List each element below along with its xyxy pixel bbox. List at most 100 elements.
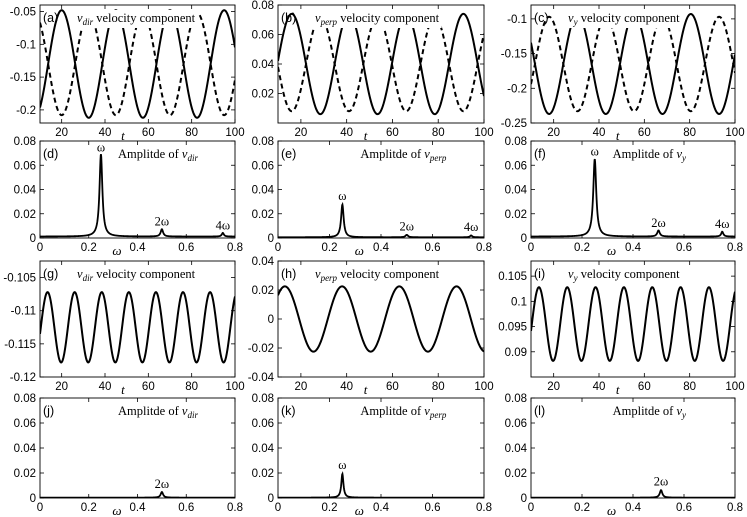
x-tick-label: 100	[225, 127, 244, 139]
x-tick-label: 40	[99, 127, 112, 139]
x-tick-label: 0.4	[130, 242, 147, 254]
series-solid-line	[40, 9, 235, 119]
x-tick-label: 0.6	[178, 242, 194, 254]
x-axis-label: ω	[607, 503, 616, 517]
y-tick-label: -0.105	[3, 273, 36, 285]
y-tick-label: 0	[268, 314, 274, 326]
title-subscript: dir	[83, 17, 94, 27]
y-tick-label: -0.05	[10, 7, 36, 19]
y-tick-label: 0.02	[252, 209, 274, 221]
panel-title: Amplitde of vdir	[118, 147, 198, 163]
panel-label: (g)	[43, 267, 58, 281]
x-axis-label: t	[364, 128, 368, 143]
title-variable: v	[182, 404, 188, 418]
x-tick-label: 0.8	[227, 502, 243, 514]
y-tick-label: 0.04	[505, 185, 528, 197]
panel-title: vperp velocity component	[315, 267, 440, 283]
series-solid-line	[278, 285, 484, 353]
y-tick-label: 0.08	[252, 0, 274, 12]
x-tick-label: 20	[547, 381, 560, 393]
y-tick-label: 0.095	[498, 322, 527, 334]
y-tick-label: 0.1	[511, 296, 527, 308]
x-tick-label: 80	[683, 127, 696, 139]
x-tick-label: 80	[185, 127, 198, 139]
x-axis-label: ω	[607, 243, 616, 258]
x-tick-label: 20	[294, 381, 307, 393]
x-tick-label: 40	[340, 381, 353, 393]
x-tick-label: 0	[37, 502, 43, 514]
y-tick-label: -0.15	[501, 49, 527, 61]
panel-title: Amplitde of vperp	[360, 404, 446, 420]
title-subscript: perp	[429, 410, 447, 420]
panel-j: 0 0.2 0.4 0.6 0.8 0 0.02 0.04 0.06 0.08 ω (j) Amplit…	[14, 393, 243, 517]
panel-l: 0 0.2 0.4 0.6 0.8 0 0.02 0.04 0.06 0.08 ω (l) Amplit…	[505, 393, 743, 517]
panel-title: vperp velocity component	[315, 11, 440, 27]
title-subscript: dir	[83, 273, 94, 283]
title-subscript: dir	[187, 153, 198, 163]
x-tick-label: 0	[275, 242, 281, 254]
title-variable: v	[77, 11, 83, 25]
x-tick-label: 0.8	[727, 502, 743, 514]
y-tick-label: 0.04	[252, 443, 275, 455]
y-tick-label: -0.12	[10, 372, 36, 384]
title-variable: v	[77, 267, 83, 281]
x-tick-label: 0.4	[373, 502, 390, 514]
x-tick-label: 0.6	[178, 502, 194, 514]
x-tick-label: 80	[683, 381, 696, 393]
panel-title: Amplitde of vperp	[360, 147, 446, 163]
x-tick-label: 40	[593, 381, 606, 393]
title-suffix: velocity component	[93, 11, 196, 25]
y-tick-label: 0.06	[14, 160, 36, 172]
x-tick-label: 0.8	[227, 242, 243, 254]
x-tick-label: 0.2	[574, 242, 590, 254]
x-tick-label: 0.6	[425, 502, 441, 514]
series-solid-line	[40, 291, 235, 364]
title-variable: v	[676, 147, 682, 161]
panel-label: (d)	[43, 147, 58, 161]
x-axis-label: ω	[112, 503, 121, 517]
axes-frame	[530, 4, 736, 124]
title-background	[358, 146, 449, 164]
x-tick-label: 20	[55, 127, 68, 139]
x-tick-label: 60	[638, 381, 651, 393]
y-tick-label: -0.11	[11, 306, 36, 318]
panel-label: (b)	[281, 11, 296, 25]
series-solid-line	[531, 286, 735, 362]
y-tick-label: 0.06	[505, 418, 527, 430]
y-tick-label: -0.04	[248, 372, 275, 384]
series-dashed-line	[531, 15, 735, 113]
panel-title: Amplitde of vdir	[118, 404, 198, 420]
peak-annotation: 2ω	[155, 215, 169, 229]
y-tick-label: 0.02	[505, 209, 527, 221]
x-tick-label: 80	[432, 127, 445, 139]
axes-frame	[530, 260, 736, 378]
y-tick-label: 0.08	[505, 393, 527, 405]
y-tick-label: -0.1	[16, 39, 36, 51]
panel-label: (k)	[281, 404, 296, 418]
y-tick-label: -0.115	[4, 339, 36, 351]
title-subscript: dir	[187, 410, 198, 420]
title-subscript: y	[681, 153, 686, 163]
x-tick-label: 0.2	[322, 242, 338, 254]
y-tick-label: 0.06	[252, 418, 274, 430]
panel-k: 0 0.2 0.4 0.6 0.8 0 0.02 0.04 0.06 0.08 ω (k) Amplit…	[252, 393, 492, 517]
x-tick-label: 100	[725, 127, 744, 139]
series-spectrum-line	[278, 201, 484, 238]
title-prefix: Amplitde of	[613, 147, 677, 161]
x-tick-label: 0.6	[676, 242, 692, 254]
title-background	[313, 266, 442, 284]
title-subscript: perp	[429, 153, 447, 163]
x-tick-label: 0.4	[625, 242, 642, 254]
panel-title: Amplitde of vy	[613, 404, 686, 420]
y-tick-label: -0.1	[507, 14, 527, 26]
peak-annotation: 4ω	[464, 220, 478, 234]
panel-label: (h)	[281, 267, 296, 281]
panel-label: (a)	[43, 11, 58, 25]
y-tick-label: 0.06	[505, 160, 527, 172]
series-spectrum-line	[531, 158, 735, 238]
x-tick-label: 40	[340, 127, 353, 139]
title-background	[610, 403, 689, 421]
title-subscript: y	[573, 273, 578, 283]
title-variable: v	[315, 267, 321, 281]
